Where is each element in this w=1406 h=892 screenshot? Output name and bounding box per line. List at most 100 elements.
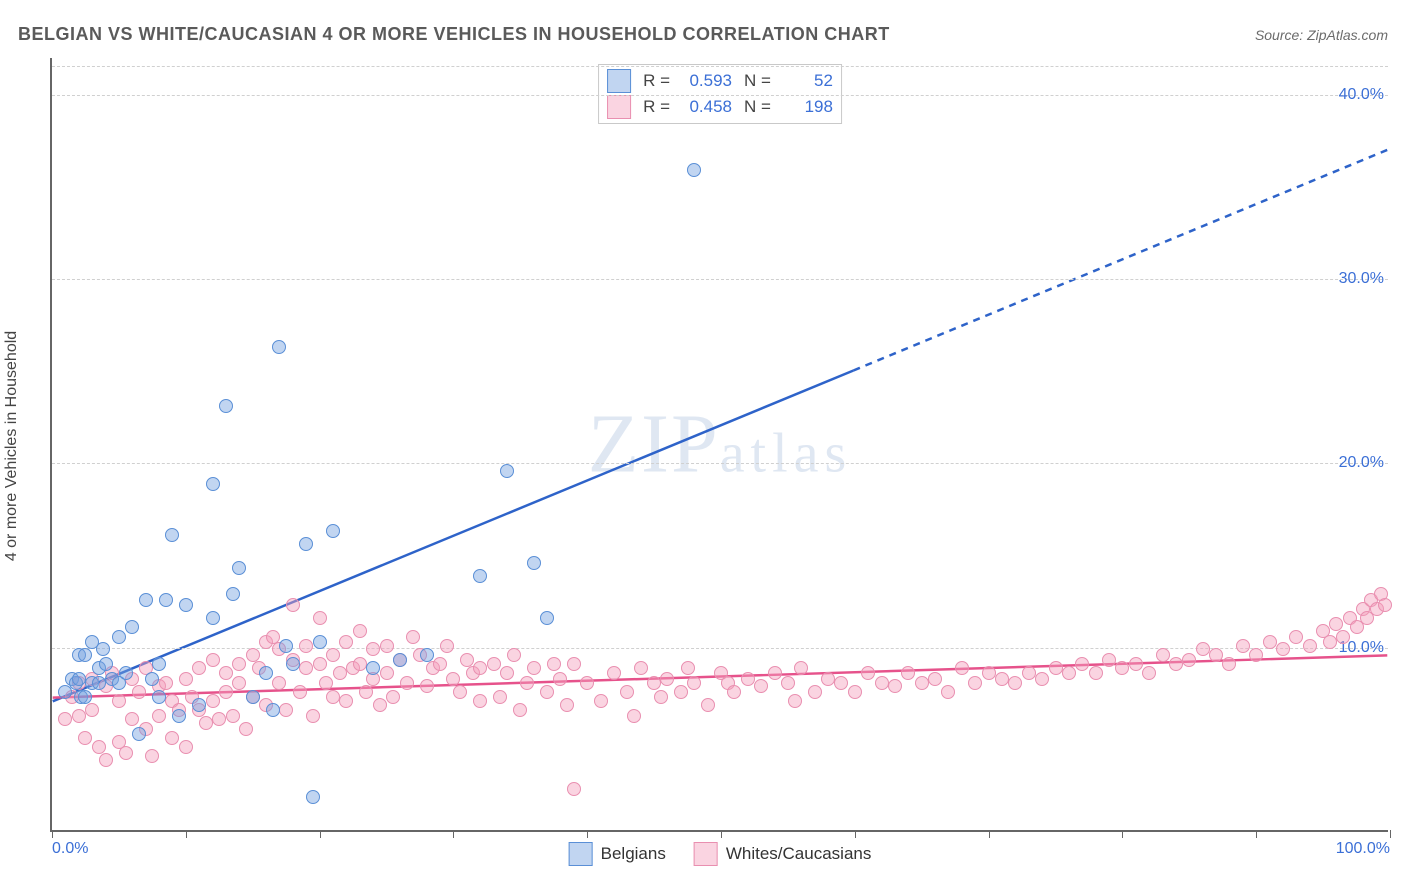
data-point-whites	[527, 661, 541, 675]
data-point-whites	[1008, 676, 1022, 690]
data-point-whites	[1249, 648, 1263, 662]
data-point-whites	[681, 661, 695, 675]
grid-line	[52, 279, 1388, 280]
swatch-belgians	[569, 842, 593, 866]
data-point-whites	[861, 666, 875, 680]
watermark-main: ZIP	[588, 398, 720, 491]
data-point-whites	[848, 685, 862, 699]
data-point-whites	[1236, 639, 1250, 653]
x-tick-mark	[52, 830, 53, 838]
data-point-whites	[741, 672, 755, 686]
data-point-belgians	[226, 587, 240, 601]
data-point-whites	[768, 666, 782, 680]
data-point-belgians	[366, 661, 380, 675]
y-tick-label: 20.0%	[1339, 454, 1390, 472]
r-label: R =	[643, 71, 670, 91]
data-point-whites	[159, 676, 173, 690]
data-point-whites	[1329, 617, 1343, 631]
x-tick-mark	[186, 830, 187, 838]
data-point-belgians	[78, 690, 92, 704]
data-point-whites	[500, 666, 514, 680]
data-point-whites	[513, 703, 527, 717]
data-point-whites	[660, 672, 674, 686]
data-point-whites	[1209, 648, 1223, 662]
chart-plot-area: ZIPatlas R = 0.593 N = 52 R = 0.458 N = …	[50, 58, 1388, 832]
legend-item-whites: Whites/Caucasians	[694, 842, 872, 866]
data-point-belgians	[96, 642, 110, 656]
data-point-whites	[982, 666, 996, 680]
data-point-whites	[520, 676, 534, 690]
data-point-belgians	[246, 690, 260, 704]
data-point-whites	[808, 685, 822, 699]
legend-label-whites: Whites/Caucasians	[726, 844, 872, 864]
data-point-whites	[206, 653, 220, 667]
data-point-whites	[1102, 653, 1116, 667]
data-point-whites	[406, 630, 420, 644]
r-value-belgians: 0.593	[676, 71, 732, 91]
x-tick-mark	[989, 830, 990, 838]
data-point-whites	[1378, 598, 1392, 612]
data-point-whites	[634, 661, 648, 675]
data-point-whites	[540, 685, 554, 699]
data-point-whites	[995, 672, 1009, 686]
swatch-belgians	[607, 69, 631, 93]
data-point-whites	[567, 657, 581, 671]
data-point-whites	[293, 685, 307, 699]
data-point-belgians	[206, 611, 220, 625]
stats-legend-row-whites: R = 0.458 N = 198	[607, 95, 833, 119]
data-point-whites	[1276, 642, 1290, 656]
data-point-belgians	[313, 635, 327, 649]
data-point-belgians	[192, 698, 206, 712]
data-point-whites	[507, 648, 521, 662]
data-point-whites	[607, 666, 621, 680]
data-point-belgians	[540, 611, 554, 625]
data-point-whites	[78, 731, 92, 745]
data-point-whites	[453, 685, 467, 699]
chart-title: BELGIAN VS WHITE/CAUCASIAN 4 OR MORE VEH…	[18, 24, 890, 45]
stats-legend-row-belgians: R = 0.593 N = 52	[607, 69, 833, 93]
data-point-whites	[319, 676, 333, 690]
data-point-whites	[339, 694, 353, 708]
data-point-whites	[366, 642, 380, 656]
data-point-whites	[674, 685, 688, 699]
data-point-whites	[232, 676, 246, 690]
data-point-whites	[359, 685, 373, 699]
data-point-whites	[627, 709, 641, 723]
data-point-whites	[1182, 653, 1196, 667]
data-point-whites	[85, 703, 99, 717]
data-point-whites	[313, 611, 327, 625]
data-point-whites	[299, 639, 313, 653]
data-point-belgians	[145, 672, 159, 686]
data-point-whites	[1115, 661, 1129, 675]
data-point-whites	[446, 672, 460, 686]
data-point-belgians	[78, 648, 92, 662]
data-point-whites	[1062, 666, 1076, 680]
grid-line	[52, 66, 1388, 67]
data-point-whites	[179, 740, 193, 754]
x-tick-label: 100.0%	[1336, 840, 1390, 858]
data-point-whites	[125, 712, 139, 726]
watermark-tail: atlas	[720, 423, 853, 485]
data-point-belgians	[420, 648, 434, 662]
data-point-whites	[58, 712, 72, 726]
data-point-whites	[1323, 635, 1337, 649]
data-point-whites	[701, 698, 715, 712]
data-point-whites	[380, 639, 394, 653]
data-point-whites	[788, 694, 802, 708]
data-point-whites	[1196, 642, 1210, 656]
data-point-whites	[754, 679, 768, 693]
data-point-whites	[553, 672, 567, 686]
data-point-belgians	[272, 340, 286, 354]
x-tick-label: 0.0%	[52, 840, 88, 858]
data-point-belgians	[112, 630, 126, 644]
data-point-whites	[99, 753, 113, 767]
data-point-whites	[145, 749, 159, 763]
data-point-whites	[460, 653, 474, 667]
x-tick-mark	[1390, 830, 1391, 838]
data-point-whites	[299, 661, 313, 675]
data-point-whites	[420, 679, 434, 693]
data-point-whites	[239, 722, 253, 736]
x-tick-mark	[1122, 830, 1123, 838]
data-point-whites	[192, 661, 206, 675]
data-point-whites	[1222, 657, 1236, 671]
